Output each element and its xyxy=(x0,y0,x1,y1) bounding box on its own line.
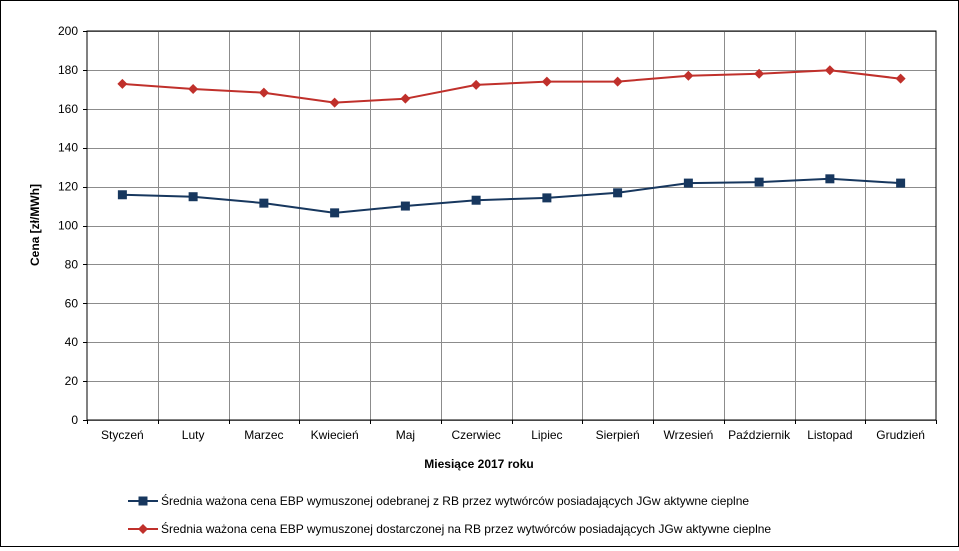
series-1 xyxy=(117,174,906,218)
legend-label: Średnia ważona cena EBP wymuszonej dosta… xyxy=(161,521,771,536)
data-point xyxy=(683,178,693,188)
y-tick-label: 100 xyxy=(58,219,78,233)
data-point xyxy=(400,201,410,211)
data-point xyxy=(471,195,481,205)
y-axis-ticks: 0 20 40 60 80 100 120 140 160 180 200 xyxy=(58,24,87,427)
x-tick-label: Sierpień xyxy=(596,428,640,442)
series-line xyxy=(122,69,901,104)
data-point xyxy=(612,76,623,87)
y-tick-label: 160 xyxy=(58,102,78,116)
data-point xyxy=(541,76,552,87)
data-point xyxy=(896,178,906,188)
data-point xyxy=(188,192,198,202)
y-tick-label: 0 xyxy=(71,413,78,427)
y-tick-label: 140 xyxy=(58,141,78,155)
series-line xyxy=(122,177,901,214)
legend-item: Średnia ważona cena EBP wymuszonej dosta… xyxy=(128,521,771,536)
x-tick-label: Marzec xyxy=(244,428,283,442)
data-point xyxy=(542,193,552,203)
x-tick-label: Listopad xyxy=(807,428,852,442)
x-tick-label: Kwiecień xyxy=(311,428,359,442)
y-tick-label: 180 xyxy=(58,63,78,77)
plot-area xyxy=(86,30,937,421)
x-tick-label: Luty xyxy=(182,428,205,442)
data-point xyxy=(754,177,764,187)
legend-label: Średnia ważona cena EBP wymuszonej odebr… xyxy=(161,493,749,508)
x-axis-ticks: Styczeń Luty Marzec Kwiecień Maj Czerwiec Lipi… xyxy=(87,420,937,442)
x-tick-label: Lipiec xyxy=(531,428,562,442)
y-tick-label: 20 xyxy=(65,374,79,388)
data-point xyxy=(329,97,340,108)
x-tick-label: Styczeń xyxy=(101,428,144,442)
data-point xyxy=(825,174,835,184)
data-point xyxy=(400,93,411,104)
data-point xyxy=(895,73,906,84)
series-2 xyxy=(117,65,906,108)
y-tick-label: 60 xyxy=(65,296,79,310)
x-tick-label: Październik xyxy=(728,428,791,442)
legend: Średnia ważona cena EBP wymuszonej odebr… xyxy=(128,493,771,536)
legend-marker xyxy=(138,524,148,534)
data-point xyxy=(188,83,199,94)
data-point xyxy=(683,70,694,81)
data-point xyxy=(259,198,269,208)
legend-item: Średnia ważona cena EBP wymuszonej odebr… xyxy=(128,493,749,508)
data-point xyxy=(117,190,127,200)
x-tick-label: Czerwiec xyxy=(451,428,500,442)
x-tick-label: Maj xyxy=(396,428,415,442)
data-point xyxy=(258,87,269,98)
series-layer xyxy=(117,65,906,218)
y-axis-label: Cena [zł/MWh] xyxy=(28,184,42,266)
data-point xyxy=(613,188,623,198)
y-tick-label: 200 xyxy=(58,24,78,38)
x-axis-label: Miesiące 2017 roku xyxy=(424,457,533,471)
data-point xyxy=(754,68,765,79)
x-tick-label: Grudzień xyxy=(876,428,925,442)
data-point xyxy=(471,79,482,90)
legend-marker xyxy=(138,496,148,506)
x-tick-label: Wrzesień xyxy=(663,428,713,442)
data-point xyxy=(824,65,835,76)
data-point xyxy=(330,208,340,218)
y-tick-label: 120 xyxy=(58,180,78,194)
y-tick-label: 40 xyxy=(65,335,79,349)
y-tick-label: 80 xyxy=(65,257,79,271)
data-point xyxy=(117,78,128,89)
